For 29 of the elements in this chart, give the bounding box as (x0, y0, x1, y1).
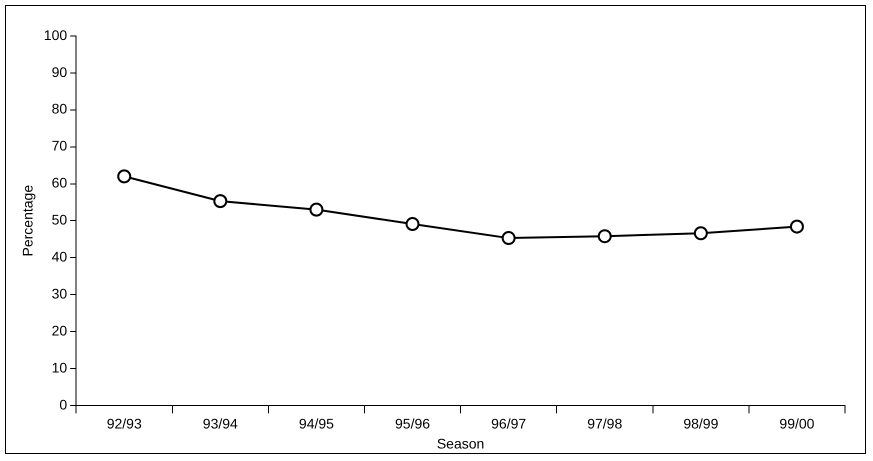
point (598, 229, 612, 244)
y-tick-label: 50 (52, 212, 68, 228)
point (213, 194, 228, 208)
point (309, 202, 324, 217)
y-tick-label: 20 (52, 322, 68, 338)
x-axis-title: Season (436, 435, 484, 452)
y-tick-label: 100 (44, 26, 68, 43)
point (502, 231, 516, 246)
y-tick-label: 30 (52, 285, 68, 302)
point (790, 220, 804, 234)
x-tick-label: 97/98 (587, 416, 622, 432)
x-tick-label: 96/97 (491, 416, 526, 432)
y-tick-label: 60 (52, 174, 68, 191)
y-tick-label: 80 (52, 100, 68, 117)
y-tick-label: 40 (52, 248, 68, 264)
y-tick-label: 90 (52, 64, 68, 80)
point (117, 169, 132, 184)
y-tick-label: 70 (52, 138, 68, 154)
x-tick-label: 94/95 (298, 416, 334, 432)
x-tick-label: 92/93 (106, 416, 142, 432)
y-axis-title: Percentage (19, 184, 36, 257)
x-tick-label: 99/00 (779, 416, 815, 432)
x-tick-label: 95/96 (395, 416, 430, 432)
x-tick-label: 93/94 (202, 416, 238, 432)
point (406, 217, 420, 232)
point (694, 226, 708, 240)
x-tick-label: 98/99 (683, 416, 719, 432)
y-tick-label: 0 (59, 396, 68, 412)
y-tick-label: 10 (52, 359, 68, 376)
